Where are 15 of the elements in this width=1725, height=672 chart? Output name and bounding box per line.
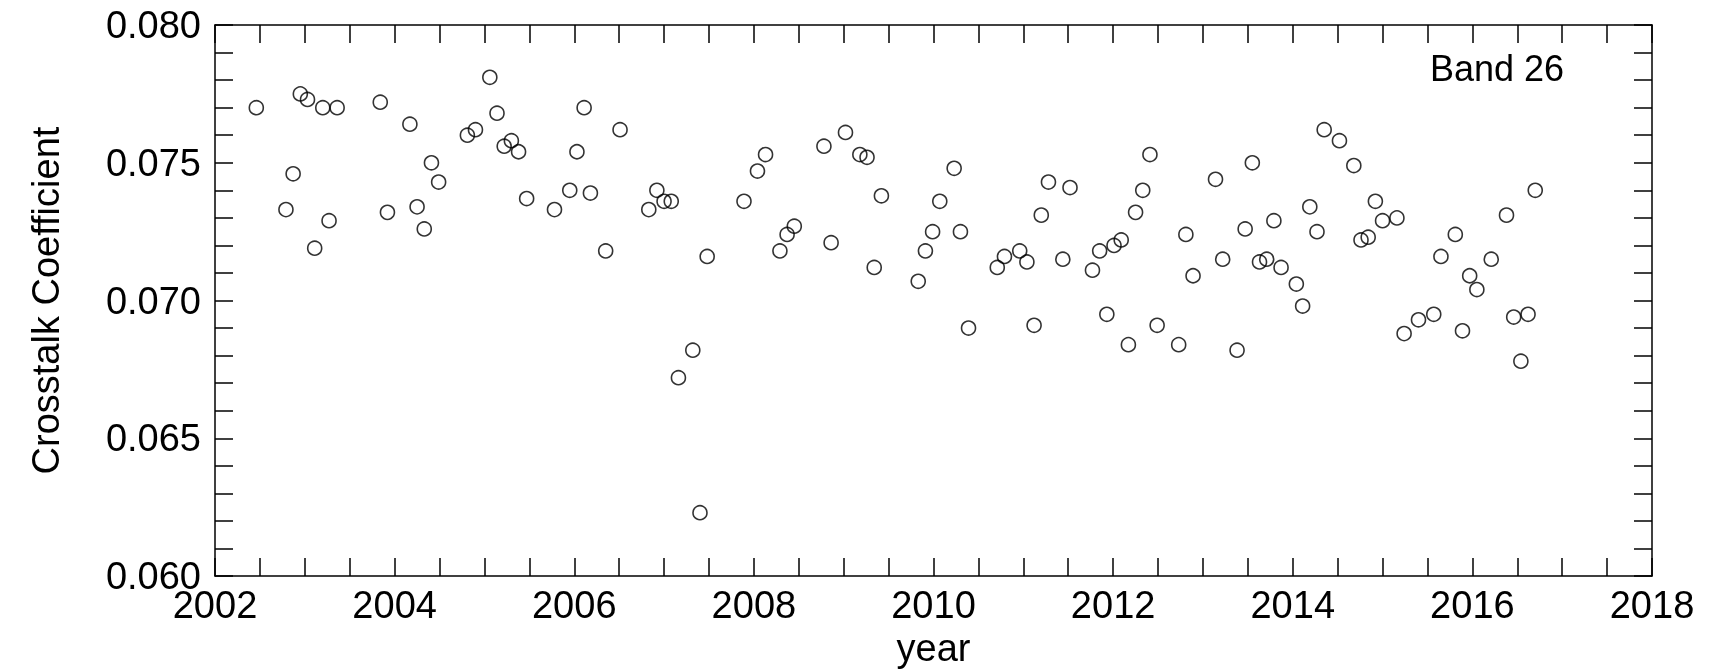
y-axis-title: Crosstalk Coefficient xyxy=(25,126,67,475)
y-tick-label: 0.075 xyxy=(105,141,201,184)
y-tick-label: 0.080 xyxy=(105,4,201,46)
x-tick-label: 2018 xyxy=(1609,584,1695,627)
x-tick-label: 2016 xyxy=(1430,584,1515,627)
y-tick-label: 0.065 xyxy=(105,417,201,460)
x-tick-label: 2014 xyxy=(1250,584,1336,627)
x-tick-label: 2010 xyxy=(891,584,976,627)
x-tick-label: 2004 xyxy=(352,584,437,627)
x-tick-label: 2012 xyxy=(1070,584,1156,627)
x-tick-label: 2008 xyxy=(711,584,797,627)
x-axis-title: year xyxy=(896,627,971,669)
x-tick-label: 2006 xyxy=(531,584,617,627)
annotation: Band 26 xyxy=(1429,47,1564,89)
y-tick-label: 0.070 xyxy=(105,279,201,322)
